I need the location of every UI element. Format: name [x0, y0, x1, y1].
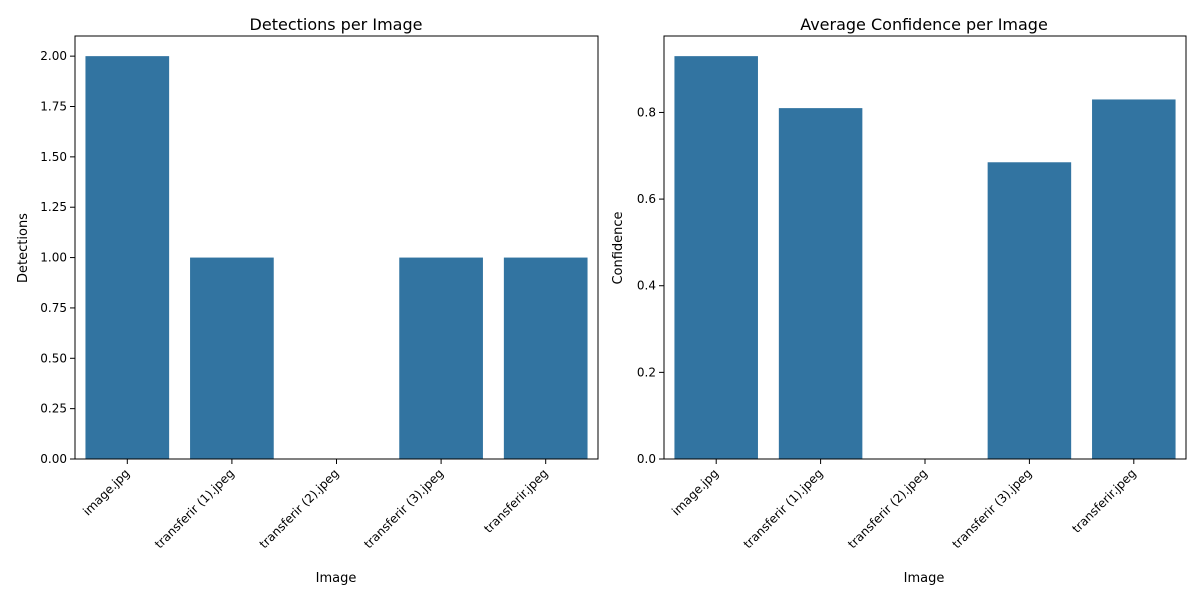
bar-1 [778, 108, 863, 460]
bar-4 [503, 257, 588, 459]
chart-title: Average Confidence per Image [800, 15, 1048, 34]
y-tick-label-4: 1.00 [40, 251, 67, 265]
y-tick-label-8: 2.00 [40, 49, 67, 63]
bar-3 [987, 162, 1072, 459]
y-tick-label-0: 0.00 [40, 452, 67, 466]
x-tick-label-1: transferir (1).jpeg [741, 466, 826, 551]
x-tick-label-0: image.jpg [669, 466, 721, 518]
y-tick-label-6: 1.50 [40, 150, 67, 164]
bars-group [85, 56, 588, 459]
x-ticks-group: image.jpg transferir (1).jpeg transferir (… [80, 459, 551, 551]
bar-4 [1092, 99, 1176, 460]
plot-frame [663, 35, 1187, 460]
y-ticks-group: 0.0 0.2 0.4 0.6 0.8 [637, 105, 664, 466]
bar-0 [85, 56, 170, 459]
x-tick-label-4: transferir.jpeg [1069, 466, 1139, 536]
plot-frame [74, 35, 599, 460]
y-axis-label: Detections [16, 213, 31, 283]
chart-detections-per-image: Detections per Image Image Detections 0.… [16, 15, 599, 586]
y-tick-label-4: 0.8 [637, 105, 656, 119]
x-tick-label-3: transferir (3).jpeg [361, 466, 446, 551]
y-tick-label-5: 1.25 [40, 200, 67, 214]
bar-1 [190, 257, 274, 459]
chart-average-confidence-per-image: Average Confidence per Image Image Confi… [611, 15, 1187, 586]
bar-0 [674, 56, 758, 459]
y-ticks-group: 0.00 0.25 0.50 0.75 1.00 1.25 1.50 1.75 2.00 [40, 49, 75, 466]
y-tick-label-3: 0.6 [637, 192, 656, 206]
y-tick-label-0: 0.0 [637, 452, 656, 466]
x-tick-label-4: transferir.jpeg [481, 466, 551, 536]
y-tick-label-1: 0.2 [637, 365, 656, 379]
x-tick-label-2: transferir (2).jpeg [257, 466, 342, 551]
x-tick-label-1: transferir (1).jpeg [152, 466, 237, 551]
x-axis-label: Image [316, 571, 357, 586]
y-axis-label: Confidence [611, 211, 626, 284]
bars-group [674, 56, 1176, 460]
y-tick-label-2: 0.50 [40, 351, 67, 365]
bar-3 [399, 257, 483, 459]
x-tick-label-2: transferir (2).jpeg [845, 466, 930, 551]
x-tick-label-0: image.jpg [80, 466, 132, 518]
y-tick-label-7: 1.75 [40, 100, 67, 114]
y-tick-label-1: 0.25 [40, 402, 67, 416]
y-tick-label-3: 0.75 [40, 301, 67, 315]
chart-title: Detections per Image [250, 15, 423, 34]
y-tick-label-2: 0.4 [637, 279, 656, 293]
x-axis-label: Image [904, 571, 945, 586]
x-tick-label-3: transferir (3).jpeg [949, 466, 1034, 551]
x-ticks-group: image.jpg transferir (1).jpeg transferir (… [669, 459, 1139, 551]
